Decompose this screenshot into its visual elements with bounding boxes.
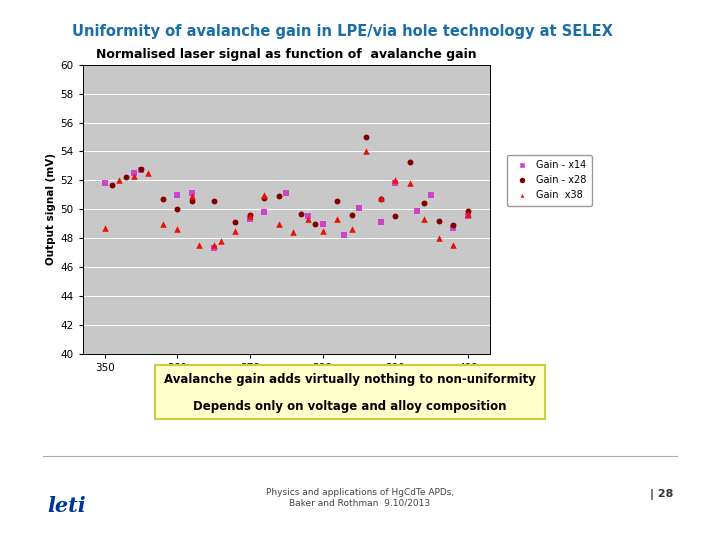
Point — [186, 189, 197, 198]
Point — [404, 157, 415, 166]
X-axis label: Pixel number: Pixel number — [245, 377, 328, 387]
Point — [157, 195, 168, 204]
Point — [375, 195, 387, 204]
Point — [295, 210, 307, 218]
Point — [171, 205, 183, 213]
Point — [281, 189, 292, 198]
Point — [302, 215, 314, 224]
Point — [375, 193, 387, 202]
Point — [215, 237, 227, 245]
Point — [317, 219, 328, 228]
Point — [99, 224, 110, 232]
Point — [273, 219, 284, 228]
Point — [418, 199, 430, 208]
Point — [390, 179, 401, 187]
Point — [230, 218, 241, 227]
Text: Avalanche gain adds virtually nothing to non-uniformity: Avalanche gain adds virtually nothing to… — [164, 373, 536, 386]
Point — [171, 225, 183, 234]
Text: Physics and applications of HgCdTe APDs,
Baker and Rothman  9.10/2013: Physics and applications of HgCdTe APDs,… — [266, 488, 454, 508]
Point — [258, 208, 270, 217]
Point — [390, 212, 401, 221]
Point — [193, 241, 204, 249]
Title: Normalised laser signal as function of  avalanche gain: Normalised laser signal as function of a… — [96, 48, 477, 61]
Point — [448, 224, 459, 232]
Point — [208, 244, 220, 253]
Point — [244, 211, 256, 219]
Point — [302, 212, 314, 221]
Text: Uniformity of avalanche gain in LPE/via hole technology at SELEX: Uniformity of avalanche gain in LPE/via … — [72, 24, 613, 39]
Point — [258, 191, 270, 199]
Point — [404, 179, 415, 187]
Point — [375, 218, 387, 227]
Point — [317, 227, 328, 235]
Point — [346, 225, 357, 234]
Point — [171, 191, 183, 199]
Point — [258, 193, 270, 202]
Point — [135, 166, 147, 174]
Point — [448, 221, 459, 230]
Point — [360, 147, 372, 156]
Legend: Gain - x14, Gain - x28, Gain  x38: Gain - x14, Gain - x28, Gain x38 — [507, 154, 592, 206]
Point — [338, 231, 350, 240]
Point — [288, 228, 300, 237]
Point — [106, 180, 117, 189]
Point — [208, 196, 220, 205]
Point — [135, 165, 147, 173]
Point — [462, 212, 474, 221]
Point — [360, 133, 372, 141]
Point — [462, 206, 474, 215]
Point — [331, 215, 343, 224]
Point — [462, 210, 474, 218]
Point — [426, 191, 437, 199]
Point — [418, 215, 430, 224]
Point — [331, 196, 343, 205]
Point — [128, 172, 140, 180]
Point — [433, 217, 444, 225]
Point — [230, 227, 241, 235]
Point — [411, 206, 423, 215]
Point — [390, 176, 401, 185]
Text: Depends only on voltage and alloy composition: Depends only on voltage and alloy compos… — [193, 400, 507, 413]
Text: | 28: | 28 — [650, 489, 673, 500]
Point — [310, 219, 321, 228]
Point — [448, 241, 459, 249]
Point — [99, 179, 110, 187]
Point — [113, 176, 125, 185]
Point — [121, 173, 132, 182]
Point — [186, 192, 197, 200]
Point — [208, 241, 220, 249]
Point — [143, 169, 154, 178]
Point — [273, 192, 284, 200]
Point — [244, 215, 256, 224]
Point — [186, 196, 197, 205]
Point — [433, 234, 444, 242]
Y-axis label: Output signal (mV): Output signal (mV) — [46, 153, 56, 265]
Point — [353, 204, 364, 212]
Point — [157, 219, 168, 228]
Point — [244, 212, 256, 221]
Point — [346, 211, 357, 219]
Point — [128, 169, 140, 178]
Text: leti: leti — [47, 496, 86, 516]
